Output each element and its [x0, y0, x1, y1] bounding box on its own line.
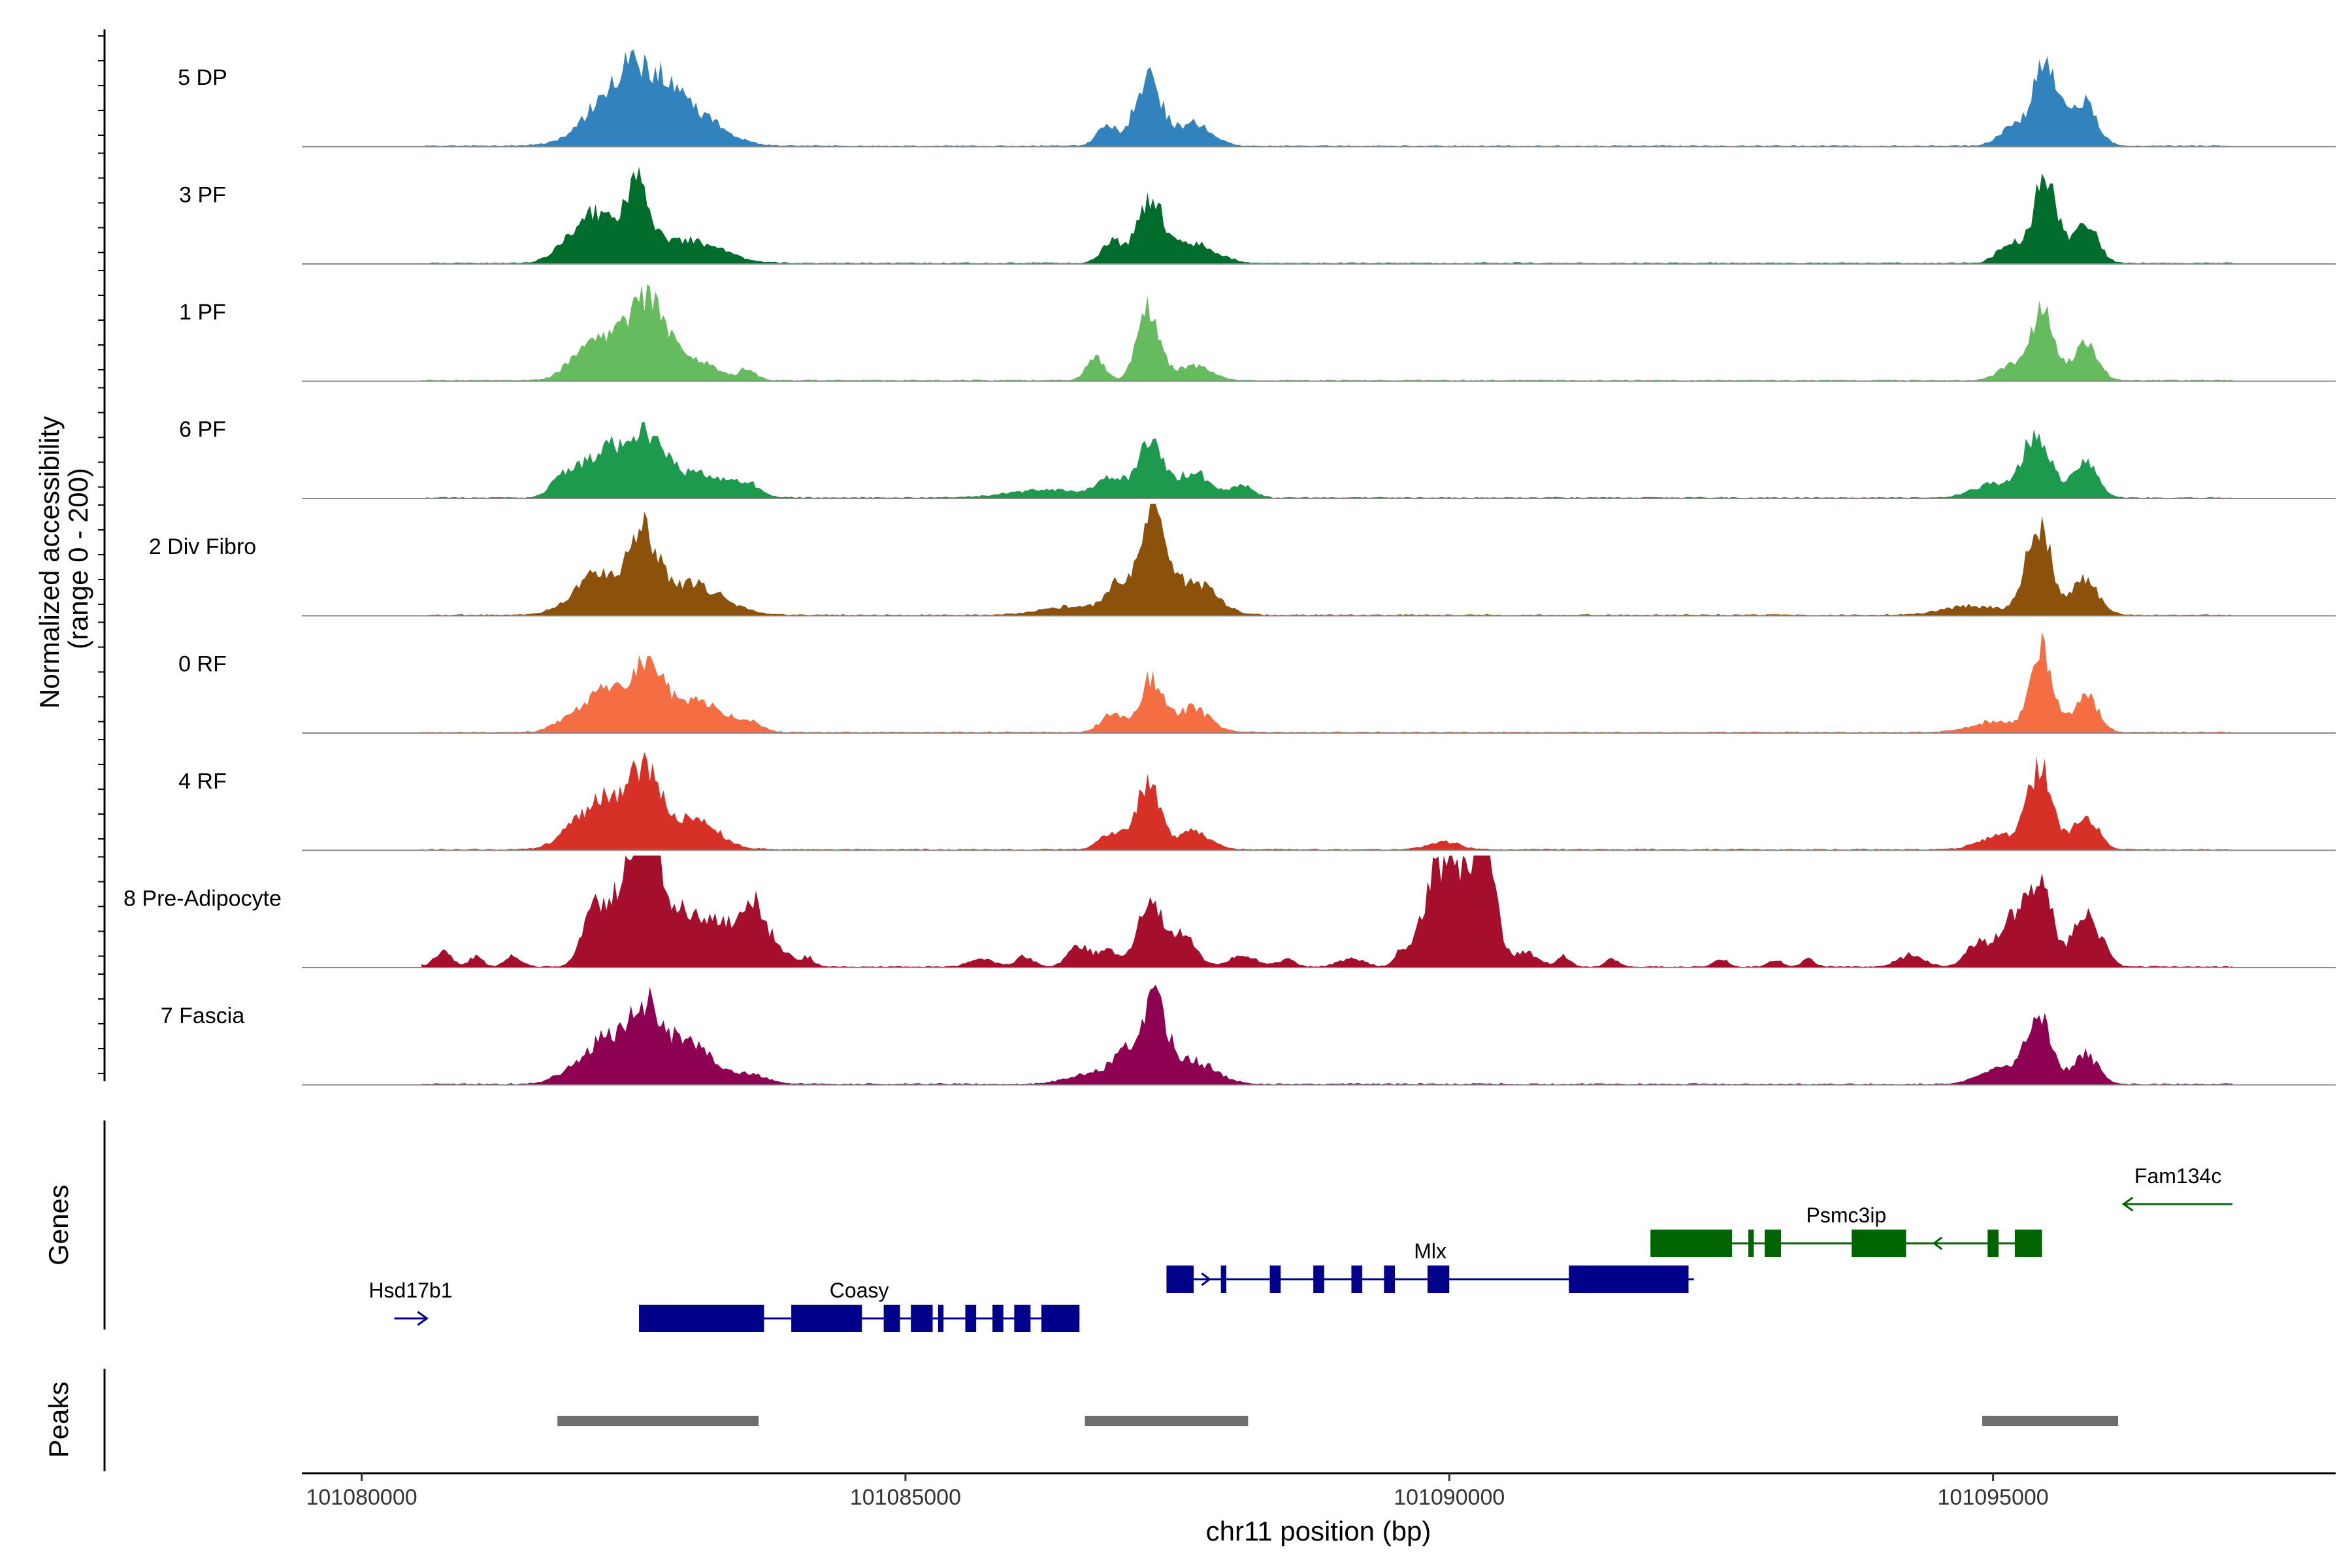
gene-exon	[1014, 1305, 1031, 1332]
x-axis-title: chr11 position (bp)	[1206, 1516, 1431, 1546]
gene-exon	[1166, 1266, 1194, 1293]
gene-annotations: Hsd17b1 Coasy Mlx Psmc3ip Fam134c	[368, 1164, 2232, 1332]
gene-exon	[1220, 1266, 1226, 1293]
track-area	[421, 985, 2232, 1085]
track-3	[302, 284, 2336, 382]
gene-exon	[883, 1305, 900, 1332]
gene-exon	[791, 1305, 862, 1332]
coverage-y-ticks	[98, 35, 105, 1074]
track-label: 5 DP	[178, 65, 227, 90]
track-2	[302, 167, 2336, 265]
gene-label: Psmc3ip	[1806, 1203, 1887, 1227]
track-7	[302, 752, 2336, 851]
track-area	[421, 167, 2232, 264]
y-axis-title-line-1: Normalized accessibility	[34, 416, 65, 709]
gene-exon	[1852, 1230, 1906, 1257]
track-label: 1 PF	[179, 300, 226, 325]
gene-exon	[1427, 1266, 1450, 1293]
track-8	[302, 855, 2336, 968]
gene-exon	[1041, 1305, 1080, 1332]
gene-exon	[1748, 1230, 1754, 1257]
strand-chevron	[1201, 1272, 1211, 1286]
strand-arrow	[417, 1311, 429, 1326]
genes-track-title: Genes	[43, 1184, 74, 1266]
track-1	[302, 49, 2336, 148]
peak-region	[1982, 1416, 2119, 1426]
gene-exon	[1313, 1266, 1324, 1293]
peak-regions	[557, 1416, 2119, 1426]
gene-exon	[938, 1305, 944, 1332]
gene-exon	[1569, 1266, 1689, 1293]
coverage-y-axis	[98, 29, 106, 1081]
gene-mlx: Mlx	[1166, 1239, 1694, 1293]
track-4	[302, 421, 2336, 499]
track-6	[302, 632, 2336, 734]
gene-exon	[639, 1305, 764, 1332]
track-9	[302, 985, 2336, 1086]
y-axis-title: Normalized accessibility (range 0 - 200)	[34, 408, 93, 709]
track-label: 4 RF	[178, 769, 227, 794]
x-tick-label: 101085000	[850, 1485, 961, 1510]
x-tick-label: 101080000	[306, 1485, 417, 1510]
track-label: 6 PF	[179, 417, 226, 442]
track-area	[421, 752, 2232, 851]
track-label: 3 PF	[179, 182, 226, 207]
gene-psmc3ip: Psmc3ip	[1650, 1203, 2042, 1257]
track-area	[421, 632, 2232, 733]
gene-coasy: Coasy	[639, 1279, 1080, 1332]
gene-label: Hsd17b1	[368, 1279, 452, 1302]
coverage-tracks	[302, 49, 2336, 1086]
peaks-track-title: Peaks	[43, 1382, 74, 1458]
gene-exon	[1384, 1266, 1396, 1293]
y-axis-title-line-2: (range 0 - 200)	[63, 468, 93, 649]
gene-label: Mlx	[1414, 1239, 1446, 1263]
gene-exon	[992, 1305, 1004, 1332]
track-area	[421, 855, 2232, 968]
track-label: 2 Div Fibro	[149, 534, 256, 559]
gene-fam134c: Fam134c	[2121, 1164, 2232, 1212]
strand-arrow	[2121, 1196, 2134, 1212]
gene-exon	[1987, 1230, 1999, 1257]
track-area	[421, 504, 2232, 616]
track-area	[421, 421, 2232, 498]
gene-exon	[2014, 1230, 2042, 1257]
gene-exon	[911, 1305, 933, 1332]
track-area	[421, 284, 2232, 382]
gene-label: Coasy	[830, 1279, 889, 1302]
gene-exon	[1351, 1266, 1363, 1293]
track-area	[421, 49, 2232, 147]
gene-exon	[1765, 1230, 1781, 1257]
track-label: 8 Pre-Adipocyte	[123, 886, 282, 911]
x-axis-ticks: 101080000 101085000 101090000 101095000	[306, 1473, 2049, 1510]
x-tick-label: 101090000	[1394, 1485, 1505, 1510]
gene-exon	[965, 1305, 977, 1332]
track-label: 0 RF	[178, 651, 227, 676]
track-5	[302, 504, 2336, 617]
gene-hsd17b1: Hsd17b1	[368, 1279, 453, 1326]
gene-exon	[1269, 1266, 1281, 1293]
peak-region	[1085, 1416, 1249, 1426]
peak-region	[557, 1416, 759, 1426]
gene-label: Fam134c	[2134, 1164, 2221, 1188]
x-tick-label: 101095000	[1938, 1485, 2049, 1510]
strand-chevron	[1932, 1236, 1943, 1250]
track-label: 7 Fascia	[161, 1004, 245, 1028]
track-labels: 5 DP 3 PF 1 PF 6 PF 2 Div Fibro 0 RF 4 RF 8 Pre…	[123, 65, 282, 1028]
gene-exon	[1650, 1230, 1733, 1257]
